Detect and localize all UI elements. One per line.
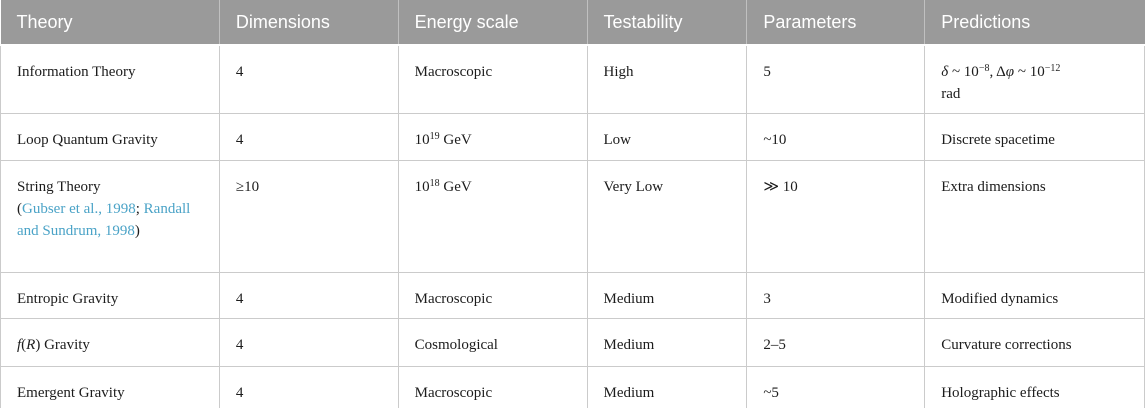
- cell-testability: Medium: [586, 272, 748, 319]
- cell-testability: High: [586, 44, 748, 114]
- cell-dimensions: ≥10: [218, 160, 399, 273]
- italic-symbol: f: [17, 337, 22, 353]
- cell-dimensions: 4: [218, 318, 399, 367]
- cell-parameters: ~10: [746, 113, 926, 161]
- superscript: 19: [429, 131, 440, 142]
- cell-testability: Medium: [586, 318, 748, 367]
- citation-link[interactable]: Gubser et al., 1998: [22, 201, 136, 217]
- citation-link[interactable]: Randall and Sundrum, 1998: [17, 201, 191, 239]
- cell-energy-scale: 1019 GeV: [397, 113, 588, 161]
- superscript: 18: [429, 178, 440, 189]
- table-row: f(R) Gravity 4 Cosmological Medium 2–5 Curvat…: [0, 318, 1145, 367]
- cell-testability: Very Low: [586, 160, 748, 273]
- column-header-energy-scale: Energy scale: [397, 0, 587, 46]
- italic-symbol: φ: [1005, 64, 1015, 80]
- cell-parameters: 3: [746, 272, 926, 319]
- column-header-theory: Theory: [0, 0, 220, 46]
- cell-parameters: 2–5: [746, 318, 926, 367]
- cell-energy-scale: 1018 GeV: [397, 160, 588, 273]
- italic-symbol: R: [26, 337, 36, 353]
- column-header-testability: Testability: [586, 0, 747, 46]
- italic-symbol: δ: [941, 64, 949, 80]
- table-header-row: Theory Dimensions Energy scale Testabili…: [0, 0, 1145, 46]
- cell-predictions: Holographic effects: [924, 366, 1145, 408]
- cell-energy-scale: Macroscopic: [397, 272, 588, 319]
- cell-theory: Emergent Gravity: [0, 366, 220, 408]
- cell-parameters: ~5: [746, 366, 926, 408]
- cell-theory: String Theory (Gubser et al., 1998; Randa…: [0, 160, 220, 273]
- cell-dimensions: 4: [218, 366, 399, 408]
- cell-predictions: Discrete spacetime: [924, 113, 1145, 161]
- cell-theory: Loop Quantum Gravity: [0, 113, 220, 161]
- table-row: Loop Quantum Gravity 4 1019 GeV Low ~10 Discr…: [0, 113, 1145, 161]
- cell-theory: Information Theory: [0, 44, 220, 114]
- superscript: −12: [1044, 63, 1061, 74]
- cell-dimensions: 4: [218, 113, 399, 161]
- table-body: Information Theory 4 Macroscopic High 5 δ ~ 1…: [0, 44, 1145, 408]
- column-header-predictions: Predictions: [924, 0, 1145, 46]
- cell-testability: Medium: [586, 366, 748, 408]
- table-row: Emergent Gravity 4 Macroscopic Medium ~5 Holo…: [0, 366, 1145, 408]
- cell-theory: f(R) Gravity: [0, 318, 220, 367]
- cell-theory: Entropic Gravity: [0, 272, 220, 319]
- cell-predictions: Modified dynamics: [924, 272, 1145, 319]
- cell-predictions: Extra dimensions: [924, 160, 1145, 273]
- cell-energy-scale: Macroscopic: [397, 44, 588, 114]
- cell-predictions: δ ~ 10−8, Δφ ~ 10−12 rad: [924, 44, 1145, 114]
- table-row: Information Theory 4 Macroscopic High 5 δ ~ 1…: [0, 44, 1145, 114]
- cell-parameters: ≫ 10: [746, 160, 926, 273]
- column-header-parameters: Parameters: [746, 0, 925, 46]
- cell-testability: Low: [586, 113, 748, 161]
- column-header-dimensions: Dimensions: [218, 0, 399, 46]
- cell-predictions: Curvature corrections: [924, 318, 1145, 367]
- superscript: −8: [978, 63, 990, 74]
- cell-parameters: 5: [746, 44, 926, 114]
- cell-dimensions: 4: [218, 44, 399, 114]
- cell-dimensions: 4: [218, 272, 399, 319]
- cell-energy-scale: Cosmological: [397, 318, 588, 367]
- table-row: String Theory (Gubser et al., 1998; Randa…: [0, 160, 1145, 273]
- cell-energy-scale: Macroscopic: [397, 366, 588, 408]
- table-row: Entropic Gravity 4 Macroscopic Medium 3 Modif…: [0, 272, 1145, 319]
